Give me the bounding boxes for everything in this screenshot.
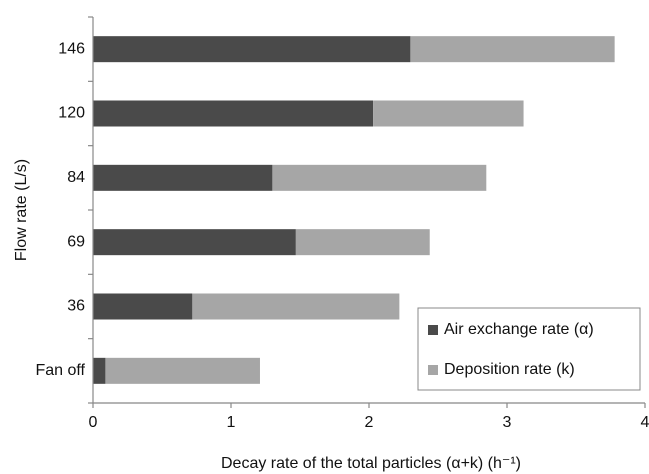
bar-segment <box>105 357 260 384</box>
legend-box <box>417 307 641 391</box>
legend-swatch <box>428 365 438 375</box>
x-axis-label: Decay rate of the total particles (α+k) … <box>221 455 521 472</box>
x-tick-label: 2 <box>365 414 374 431</box>
y-tick-label: 120 <box>58 105 85 122</box>
y-tick-label: 84 <box>67 169 85 186</box>
y-tick-label: Fan off <box>35 362 85 379</box>
bar-segment <box>373 100 524 127</box>
y-axis-label: Flow rate (L/s) <box>13 159 30 261</box>
bar-segment <box>93 229 296 256</box>
legend-label: Deposition rate (k) <box>444 361 575 378</box>
legend-swatch <box>428 325 438 335</box>
x-tick-label: 0 <box>89 414 98 431</box>
y-tick-label: 69 <box>67 233 85 250</box>
x-tick-label: 1 <box>227 414 236 431</box>
x-tick-label: 4 <box>641 414 649 431</box>
legend-label: Air exchange rate (α) <box>444 321 594 338</box>
bar-segment <box>93 293 193 320</box>
bar-segment <box>272 164 487 191</box>
bar-segment <box>93 357 106 384</box>
bar-segment <box>410 36 615 63</box>
bar-segment <box>192 293 400 320</box>
bar-segment <box>93 100 374 127</box>
x-tick-label: 3 <box>503 414 512 431</box>
y-tick-label: 36 <box>67 298 85 315</box>
bar-segment <box>295 229 430 256</box>
bar-segment <box>93 36 411 63</box>
y-tick-label: 146 <box>58 40 85 57</box>
bar-segment <box>93 164 273 191</box>
